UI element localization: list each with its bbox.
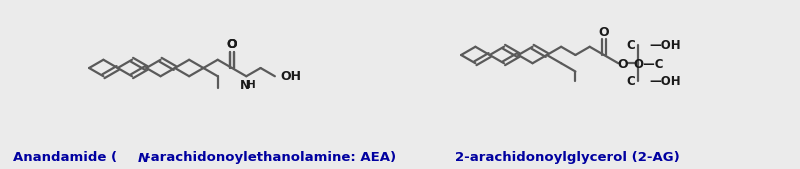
Text: H: H xyxy=(247,80,256,90)
Text: —OH: —OH xyxy=(650,75,681,88)
Text: N: N xyxy=(138,151,149,164)
Text: -arachidonoylethanolamine: AEA): -arachidonoylethanolamine: AEA) xyxy=(145,151,396,164)
Text: —OH: —OH xyxy=(650,39,681,52)
Text: OH: OH xyxy=(280,70,302,83)
Text: O: O xyxy=(598,26,610,39)
Text: O: O xyxy=(226,39,238,52)
Text: O: O xyxy=(617,58,628,71)
Text: C: C xyxy=(626,75,634,88)
Text: O—C: O—C xyxy=(634,58,664,71)
Text: C: C xyxy=(626,39,634,52)
Text: Anandamide (: Anandamide ( xyxy=(13,151,117,164)
Text: N: N xyxy=(240,79,250,92)
Text: 2-arachidonoylglycerol (2-AG): 2-arachidonoylglycerol (2-AG) xyxy=(455,151,680,164)
Text: O: O xyxy=(226,39,238,52)
